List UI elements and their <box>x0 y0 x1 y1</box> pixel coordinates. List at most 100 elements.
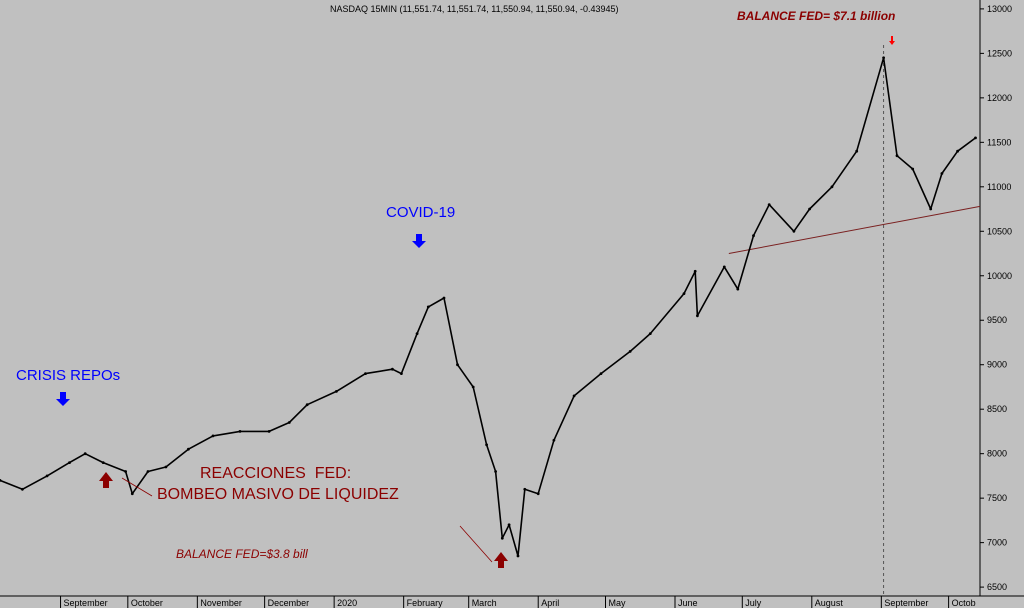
y-tick-label: 7500 <box>987 493 1007 503</box>
x-tick-label: November <box>200 598 242 608</box>
series-point <box>130 492 134 496</box>
x-tick-label: June <box>678 598 698 608</box>
pointer-line-reacciones <box>121 477 153 497</box>
arrow-down-covid-icon <box>412 234 426 248</box>
series-point <box>767 203 771 207</box>
y-tick-label: 13000 <box>987 4 1012 14</box>
series-point <box>335 390 338 393</box>
series-point <box>808 207 811 211</box>
series-point <box>83 452 87 456</box>
annotation-reacciones-line1: REACCIONES FED: <box>200 465 351 482</box>
series-point <box>693 269 697 273</box>
annotation-balance-fed-bottom: BALANCE FED=$3.8 bill <box>176 547 308 561</box>
x-axis-ticks: September October November December 2020 Febr… <box>60 596 976 608</box>
pointer-line-balance-bottom <box>459 525 493 563</box>
series-point <box>267 430 271 433</box>
x-tick-label: March <box>472 598 497 608</box>
y-axis-ticks: 6500 7000 7500 8000 8500 9000 9500 10000 10500 11… <box>980 4 1012 592</box>
chart-title: NASDAQ 15MIN (11,551.74, 11,551.74, 11,5… <box>330 4 619 14</box>
x-tick-label: 2020 <box>337 598 357 608</box>
series-point <box>391 367 394 371</box>
series-point <box>507 523 511 527</box>
y-tick-label: 10500 <box>987 226 1012 236</box>
series-point <box>895 154 899 158</box>
series-point <box>792 229 796 233</box>
y-tick-label: 6500 <box>987 582 1007 592</box>
series-point <box>752 234 755 238</box>
series-point <box>442 296 446 300</box>
arrow-down-crisis-icon <box>56 392 70 406</box>
series-point <box>415 332 419 335</box>
series-point <box>830 185 834 189</box>
series-point <box>736 287 740 291</box>
series-point <box>287 421 291 424</box>
y-tick-label: 12500 <box>987 48 1012 58</box>
x-tick-label: August <box>815 598 844 608</box>
series-point <box>500 536 504 540</box>
series-point <box>722 265 726 269</box>
x-tick-label: December <box>268 598 310 608</box>
x-tick-label: July <box>745 598 762 608</box>
series-point <box>648 332 652 335</box>
series-point <box>628 350 632 353</box>
y-tick-label: 7000 <box>987 538 1007 548</box>
series-point <box>485 443 488 447</box>
y-tick-label: 8000 <box>987 449 1007 459</box>
series-point <box>940 172 944 175</box>
x-tick-label: April <box>541 598 559 608</box>
x-tick-label: September <box>64 598 108 608</box>
arrow-down-top-icon <box>889 36 895 45</box>
series-point <box>21 487 24 491</box>
series-point <box>211 434 215 438</box>
series-point <box>456 363 459 367</box>
series-point <box>305 403 309 407</box>
annotation-covid: COVID-19 <box>386 204 455 221</box>
series-point <box>882 56 885 60</box>
series-point <box>68 461 71 464</box>
y-tick-label: 11000 <box>987 182 1011 192</box>
series-point <box>516 554 520 558</box>
series-point <box>552 438 556 442</box>
series-point <box>238 430 242 433</box>
x-tick-label: May <box>608 598 626 608</box>
x-tick-label: October <box>131 598 163 608</box>
series-point <box>364 372 367 375</box>
series-point <box>0 479 2 482</box>
series-point <box>45 474 49 478</box>
y-tick-label: 9500 <box>987 315 1007 325</box>
annotation-crisis-repos: CRISIS REPOs <box>16 367 120 384</box>
series-point <box>523 487 527 491</box>
series-point <box>536 492 540 496</box>
y-tick-label: 11500 <box>987 137 1011 147</box>
x-tick-label: September <box>884 598 928 608</box>
series-point <box>101 461 105 464</box>
series-point <box>400 372 403 375</box>
x-tick-label: February <box>407 598 444 608</box>
series-point <box>911 167 915 171</box>
arrow-up-march-icon <box>494 552 508 568</box>
series-point <box>599 372 603 375</box>
trendline <box>728 205 981 255</box>
y-tick-label: 9000 <box>987 360 1007 370</box>
y-tick-label: 8500 <box>987 404 1007 414</box>
series-point <box>146 470 150 473</box>
series-point <box>471 385 475 389</box>
y-tick-label: 12000 <box>987 93 1012 103</box>
arrow-up-october-icon <box>99 472 113 488</box>
series-point <box>164 465 168 469</box>
series-point <box>682 292 686 295</box>
annotation-reacciones-line2: BOMBEO MASIVO DE LIQUIDEZ <box>157 486 399 503</box>
series-point <box>929 207 933 211</box>
series-point <box>124 470 127 473</box>
series-point <box>696 314 699 318</box>
series-point <box>426 305 430 309</box>
annotation-balance-fed-top: BALANCE FED= $7.1 billion <box>737 9 895 23</box>
series-point <box>974 136 977 140</box>
y-tick-label: 10000 <box>987 271 1012 281</box>
price-series <box>0 56 977 558</box>
series-point <box>187 447 190 451</box>
x-tick-label: Octob <box>952 598 976 608</box>
